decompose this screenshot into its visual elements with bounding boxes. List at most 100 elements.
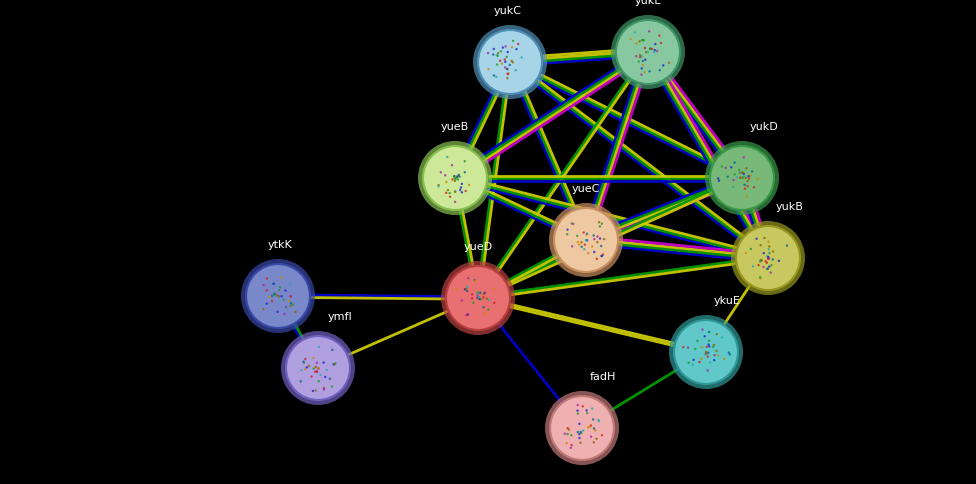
Point <box>586 416 601 424</box>
Point <box>311 343 327 351</box>
Text: yukE: yukE <box>634 0 662 6</box>
Point <box>743 245 758 253</box>
Point <box>486 285 502 293</box>
Point <box>574 238 590 246</box>
Point <box>745 167 760 175</box>
Point <box>634 36 650 44</box>
Point <box>557 430 573 438</box>
Point <box>324 383 340 391</box>
Point <box>324 346 340 354</box>
Point <box>448 175 464 182</box>
Point <box>726 176 742 184</box>
Point <box>486 72 502 79</box>
Point <box>635 61 651 69</box>
Point <box>592 235 608 242</box>
Point <box>459 286 474 293</box>
Point <box>570 410 586 418</box>
Point <box>752 242 768 249</box>
Point <box>281 297 297 305</box>
Point <box>472 289 488 297</box>
Point <box>475 293 491 301</box>
Point <box>448 286 464 293</box>
Circle shape <box>705 141 779 215</box>
Point <box>316 386 332 393</box>
Point <box>572 434 588 442</box>
Point <box>594 431 610 439</box>
Point <box>501 70 516 77</box>
Point <box>735 174 751 182</box>
Point <box>572 430 588 438</box>
Point <box>694 355 710 363</box>
Point <box>752 274 768 282</box>
Point <box>749 235 764 242</box>
Point <box>640 48 656 56</box>
Point <box>476 303 492 311</box>
Point <box>488 73 504 81</box>
Point <box>570 238 586 246</box>
Point <box>259 300 274 307</box>
Point <box>736 153 752 161</box>
Point <box>758 257 774 265</box>
Point <box>714 333 730 341</box>
Point <box>301 362 316 370</box>
Point <box>461 274 476 282</box>
Circle shape <box>418 141 492 215</box>
Point <box>500 70 515 78</box>
Point <box>273 292 289 300</box>
Point <box>641 28 657 35</box>
Point <box>633 71 649 78</box>
Point <box>447 198 463 206</box>
Point <box>575 402 590 410</box>
Point <box>446 173 462 181</box>
Circle shape <box>554 208 618 272</box>
Point <box>453 183 468 191</box>
Point <box>731 166 747 174</box>
Point <box>470 294 486 302</box>
Point <box>267 292 283 300</box>
Point <box>579 236 594 244</box>
Point <box>736 173 752 181</box>
Point <box>591 417 607 424</box>
Point <box>307 363 323 371</box>
Point <box>498 58 513 66</box>
Point <box>752 257 768 265</box>
Point <box>283 292 299 300</box>
Point <box>310 364 326 372</box>
Point <box>629 52 644 60</box>
Circle shape <box>545 391 619 465</box>
Point <box>574 243 590 251</box>
Point <box>454 180 469 188</box>
Point <box>498 63 513 71</box>
Point <box>570 401 586 409</box>
Point <box>779 242 794 249</box>
Point <box>581 249 596 257</box>
Point <box>582 423 597 431</box>
Point <box>299 363 314 371</box>
Point <box>734 174 750 182</box>
Point <box>642 45 658 52</box>
Point <box>311 378 327 385</box>
Point <box>256 305 271 313</box>
Circle shape <box>550 396 614 460</box>
Point <box>447 175 463 182</box>
Point <box>727 159 743 166</box>
Point <box>457 286 472 293</box>
Point <box>563 444 579 452</box>
Circle shape <box>446 266 510 330</box>
Point <box>477 289 493 297</box>
Circle shape <box>478 30 542 94</box>
Point <box>447 188 463 196</box>
Point <box>632 51 648 59</box>
Circle shape <box>710 146 774 210</box>
Point <box>559 439 575 447</box>
Point <box>565 220 581 227</box>
Point <box>590 238 605 246</box>
Point <box>493 47 508 55</box>
Point <box>579 229 594 237</box>
Point <box>489 51 505 59</box>
Point <box>265 280 281 287</box>
Point <box>471 293 487 301</box>
Point <box>472 295 488 303</box>
Point <box>445 176 461 183</box>
Point <box>447 172 463 180</box>
